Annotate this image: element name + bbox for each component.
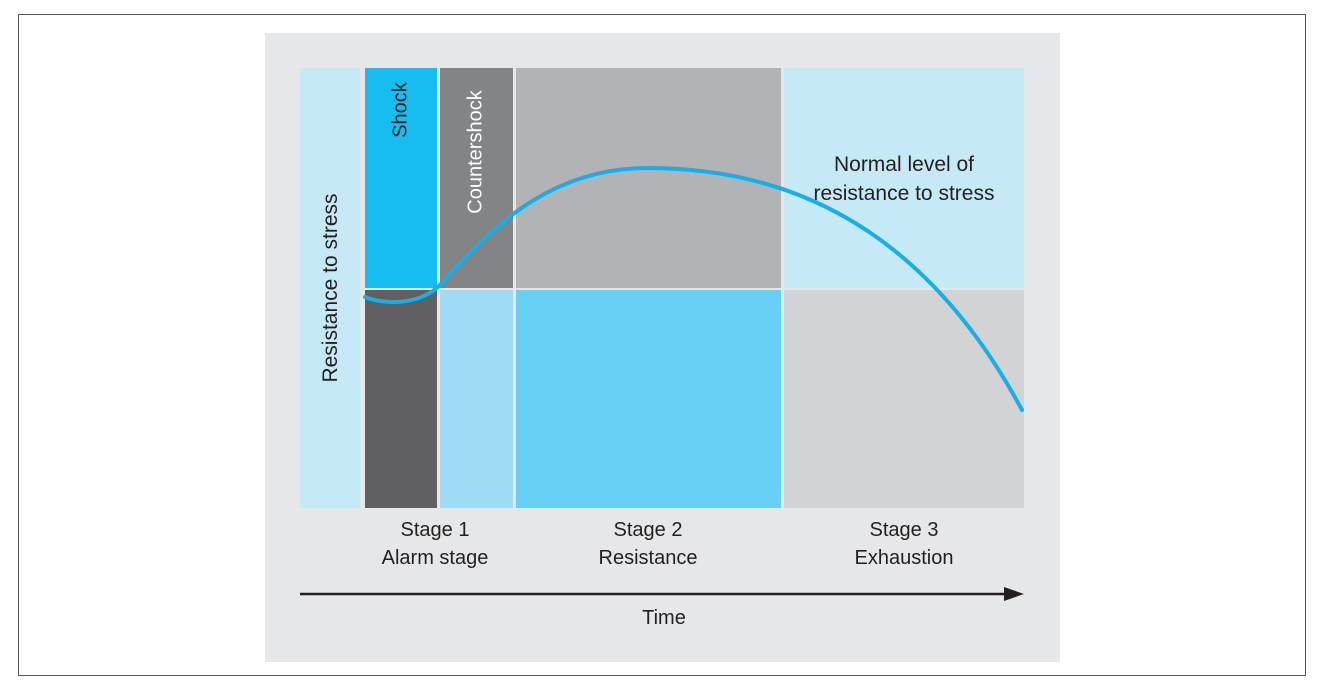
stage-3-number: Stage 3 (869, 519, 939, 541)
shock-lower-block (365, 290, 437, 508)
stage-2-name: Resistance (598, 547, 698, 569)
countershock-lower-block (440, 290, 513, 508)
stage-3-label: Stage 3 Exhaustion (804, 516, 1004, 572)
countershock-phase-block (440, 68, 513, 288)
time-arrow-head (1004, 587, 1024, 601)
normal-level-block (784, 68, 1024, 288)
y-axis-label-cell (300, 68, 360, 508)
stage-2-number: Stage 2 (613, 519, 683, 541)
resistance-curve (363, 165, 1024, 412)
shock-phase-block (365, 68, 437, 288)
normal-level-label-line-2: resistance to stress (813, 182, 995, 205)
normal-level-label: Normal level of resistance to stress (790, 150, 1018, 208)
stage-1-label: Stage 1 Alarm stage (350, 516, 520, 572)
stage-1-name: Alarm stage (381, 547, 489, 569)
resistance-lower-block (516, 290, 781, 508)
time-axis-label: Time (642, 607, 686, 629)
stage-3-name: Exhaustion (854, 547, 954, 569)
stage-2-label: Stage 2 Resistance (548, 516, 748, 572)
stage-1-number: Stage 1 (400, 519, 470, 541)
exhaustion-lower-block (784, 290, 1024, 508)
normal-level-label-line-1: Normal level of (833, 153, 975, 176)
